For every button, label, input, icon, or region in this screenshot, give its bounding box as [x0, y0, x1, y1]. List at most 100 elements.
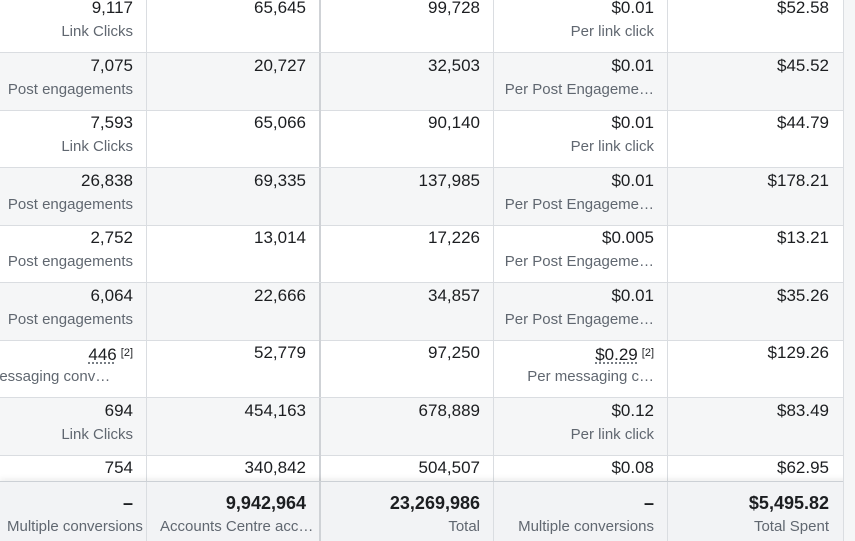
amount-spent-value: $83.49 [777, 401, 829, 421]
cost-per-result-label: Per link click [570, 138, 654, 155]
cost-per-result-number: $0.08 [611, 458, 654, 477]
results-label: Post engagements [7, 253, 133, 270]
summary-results-label: Multiple conversions [7, 518, 143, 535]
cost-per-result-number: $0.01 [611, 286, 654, 305]
cost-per-result-number: $0.01 [611, 113, 654, 132]
results-cell: 7,075 Post engagements [0, 53, 147, 110]
table-row[interactable]: 7,593 Link Clicks 65,066 90,140 $0.01 Per lin… [0, 110, 855, 168]
cost-per-result-label: Per messaging c… [527, 368, 654, 385]
amount-spent-number: $178.21 [767, 171, 829, 190]
results-value: 7,593 [90, 113, 133, 133]
reach-cell: 65,645 [147, 0, 320, 52]
summary-impressions-cell: 23,269,986 Total [320, 482, 494, 541]
results-label: Post engagements [7, 81, 133, 98]
amount-spent-value: $35.26 [777, 286, 829, 306]
amount-spent-cell: $44.79 [668, 110, 843, 167]
summary-spent-cell: $5,495.82 Total Spent [668, 482, 843, 541]
cost-per-result-cell: $0.01 Per link click [494, 110, 668, 167]
results-number: 694 [104, 401, 133, 420]
cost-per-result-cell: $0.01 Per link click [494, 0, 668, 52]
impressions-cell: 137,985 [320, 168, 494, 225]
cost-per-result-cell: $0.29 [2] Per messaging c… [494, 340, 668, 397]
reach-cell: 454,163 [147, 398, 320, 455]
impressions-number: 137,985 [418, 171, 480, 190]
impressions-value: 99,728 [428, 0, 480, 18]
results-value: 446 [2] [88, 343, 133, 365]
reach-value: 65,066 [254, 113, 306, 133]
table-row[interactable]: 446 [2] lessaging conv… 52,779 97,250 $0.29 [2… [0, 340, 855, 398]
cost-per-result-value: $0.005 [602, 228, 654, 248]
table-row[interactable]: 2,752 Post engagements 13,014 17,226 $0.005 P… [0, 225, 855, 283]
results-value: 754 [105, 458, 133, 478]
cost-per-result-value: $0.08 [611, 458, 654, 478]
summary-cost-cell: – Multiple conversions [494, 482, 668, 541]
results-number: 754 [104, 458, 133, 477]
results-value: 9,117 [92, 0, 133, 18]
impressions-number: 97,250 [428, 343, 480, 362]
amount-spent-value: $52.58 [777, 0, 829, 18]
reach-cell: 20,727 [147, 53, 320, 110]
results-label: Link Clicks [61, 23, 133, 40]
cost-per-result-value: $0.01 [611, 0, 654, 18]
cost-per-result-cell: $0.01 Per Post Engageme… [494, 168, 668, 225]
impressions-cell: 99,728 [320, 0, 494, 52]
amount-spent-cell: $45.52 [668, 53, 843, 110]
reach-number: 13,014 [254, 228, 306, 247]
impressions-value: 17,226 [428, 228, 480, 248]
impressions-value: 97,250 [428, 343, 480, 363]
amount-spent-cell: $83.49 [668, 398, 843, 455]
reach-cell: 340,842 [147, 455, 320, 512]
summary-cost-value: – [643, 493, 654, 513]
cost-per-result-label: Per Post Engageme… [504, 196, 654, 213]
amount-spent-value: $62.95 [777, 458, 829, 478]
table-row[interactable]: 6,064 Post engagements 22,666 34,857 $0.01 Pe… [0, 283, 855, 341]
cost-per-result-value: $0.01 [611, 56, 654, 76]
reach-value: 340,842 [245, 458, 306, 478]
impressions-number: 99,728 [428, 0, 480, 17]
reach-number: 65,645 [254, 0, 306, 17]
impressions-number: 34,857 [428, 286, 480, 305]
amount-spent-number: $45.52 [777, 56, 829, 75]
horizontal-overflow-strip[interactable] [843, 0, 855, 541]
reach-value: 454,163 [245, 401, 306, 421]
impressions-number: 17,226 [428, 228, 480, 247]
cost-per-result-value: $0.12 [611, 401, 654, 421]
results-label: lessaging conv… [0, 368, 111, 385]
cost-per-result-number: $0.01 [611, 56, 654, 75]
results-number: 2,752 [90, 228, 133, 247]
amount-spent-cell: $62.95 [668, 455, 843, 512]
results-number: 446 [88, 345, 117, 364]
reach-value: 69,335 [254, 171, 306, 191]
table-row[interactable]: 694 Link Clicks 454,163 678,889 $0.12 Per lin… [0, 398, 855, 456]
results-footnote-marker[interactable]: [2] [120, 347, 133, 359]
cost-per-result-label: Per Post Engageme… [504, 311, 654, 328]
amount-spent-number: $62.95 [777, 458, 829, 477]
reach-value: 20,727 [254, 56, 306, 76]
amount-spent-value: $129.26 [768, 343, 829, 363]
results-value: 26,838 [81, 171, 133, 191]
impressions-value: 137,985 [419, 171, 480, 191]
cost-per-result-value: $0.01 [611, 171, 654, 191]
results-cell: 2,752 Post engagements [0, 225, 147, 282]
reach-cell: 13,014 [147, 225, 320, 282]
cost-per-result-value: $0.29 [2] [595, 343, 654, 365]
table-row[interactable]: 9,117 Link Clicks 65,645 99,728 $0.01 Per lin… [0, 0, 855, 53]
table-row[interactable]: 7,075 Post engagements 20,727 32,503 $0.01 Pe… [0, 53, 855, 111]
reach-number: 454,163 [244, 401, 306, 420]
cost-per-result-footnote-marker[interactable]: [2] [641, 347, 654, 359]
cost-per-result-cell: $0.01 Per Post Engageme… [494, 53, 668, 110]
table-row[interactable]: 26,838 Post engagements 69,335 137,985 $0.01… [0, 168, 855, 226]
summary-impressions-label: Total [448, 518, 480, 535]
reach-value: 13,014 [254, 228, 306, 248]
reach-cell: 65,066 [147, 110, 320, 167]
impressions-value: 90,140 [428, 113, 480, 133]
results-value: 7,075 [90, 56, 133, 76]
results-number: 7,593 [90, 113, 133, 132]
results-cell: 9,117 Link Clicks [0, 0, 147, 52]
impressions-cell: 17,226 [320, 225, 494, 282]
reach-number: 22,666 [254, 286, 306, 305]
summary-reach-cell: 9,942,964 Accounts Centre acc… [147, 482, 320, 541]
summary-spent-value: $5,495.82 [748, 493, 829, 513]
reach-cell: 22,666 [147, 283, 320, 340]
amount-spent-cell: $178.21 [668, 168, 843, 225]
